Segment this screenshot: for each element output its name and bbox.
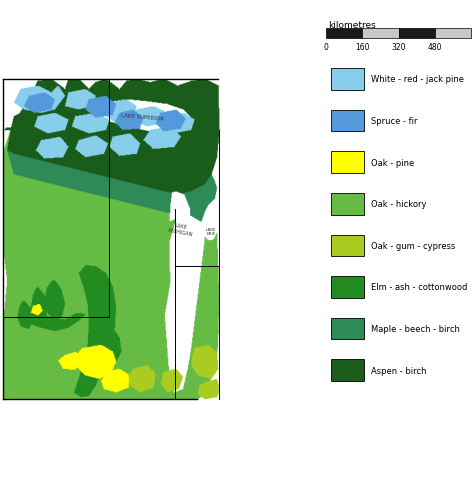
Text: 480: 480 xyxy=(428,43,442,52)
Bar xyxy=(363,29,399,39)
Bar xyxy=(435,29,471,39)
Text: White - red - jack pine: White - red - jack pine xyxy=(371,75,464,84)
Bar xyxy=(331,193,364,215)
Bar xyxy=(399,29,435,39)
Text: Aspen - birch: Aspen - birch xyxy=(371,366,427,375)
Text: Maple - beech - birch: Maple - beech - birch xyxy=(371,324,460,334)
Text: Oak - pine: Oak - pine xyxy=(371,158,414,168)
Bar xyxy=(331,110,364,132)
Text: Elm - ash - cottonwood: Elm - ash - cottonwood xyxy=(371,283,467,292)
Bar xyxy=(331,276,364,298)
Text: 0: 0 xyxy=(324,43,328,52)
Bar xyxy=(326,29,363,39)
Bar xyxy=(331,360,364,381)
Text: LAKE
MICHIGAN: LAKE MICHIGAN xyxy=(167,222,193,237)
Text: 320: 320 xyxy=(392,43,406,52)
Text: LAKE SUPERIOR: LAKE SUPERIOR xyxy=(121,113,164,122)
Text: kilometres: kilometres xyxy=(328,21,375,30)
Text: LAKE
ERIE: LAKE ERIE xyxy=(206,227,216,236)
Text: 160: 160 xyxy=(355,43,370,52)
Bar xyxy=(331,69,364,91)
Text: Oak - gum - cypress: Oak - gum - cypress xyxy=(371,241,456,251)
Text: Spruce - fir: Spruce - fir xyxy=(371,117,418,126)
Bar xyxy=(331,235,364,257)
Text: Oak - hickory: Oak - hickory xyxy=(371,200,427,209)
Bar xyxy=(331,152,364,174)
Bar xyxy=(331,318,364,340)
